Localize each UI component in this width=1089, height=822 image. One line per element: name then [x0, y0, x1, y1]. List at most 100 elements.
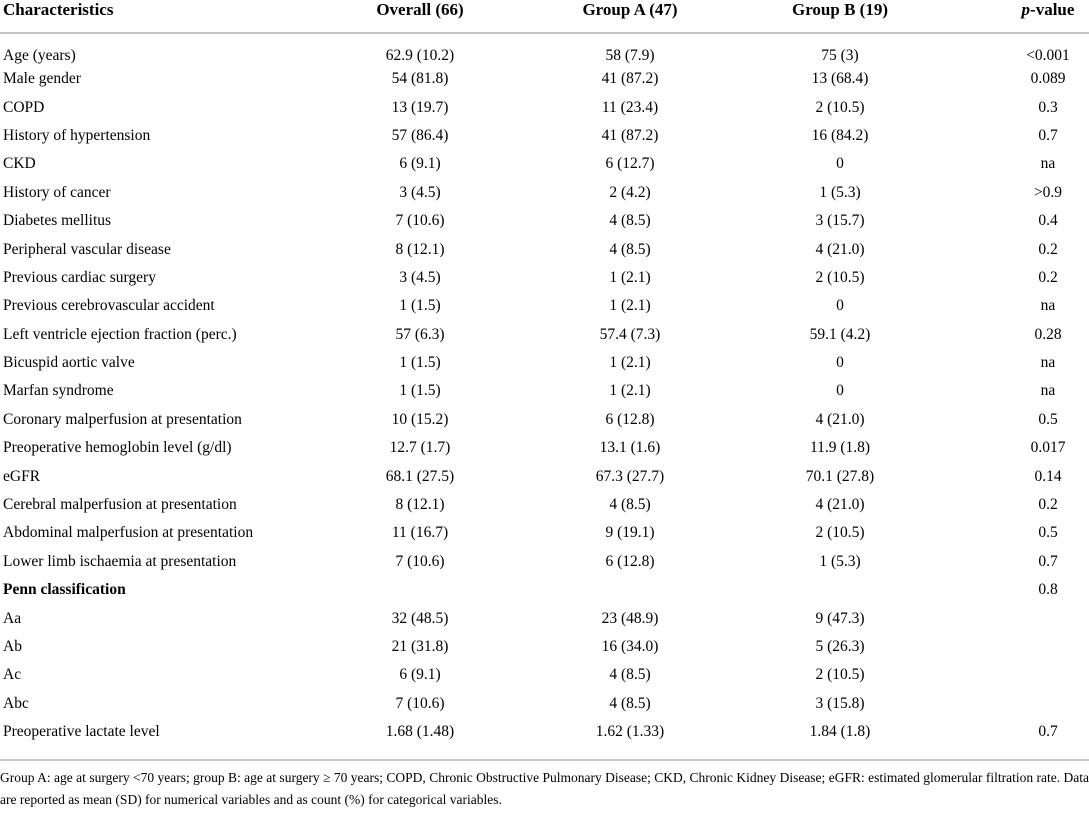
- overall-value-cell: 62.9 (10.2): [385, 47, 455, 64]
- group-a-value-cell: 16 (34.0): [601, 638, 659, 655]
- group-a-value-cell: 6 (12.7): [605, 155, 655, 173]
- overall-value-cell: 3 (4.5): [399, 268, 441, 286]
- table-row: Coronary malperfusion at presentation 10 …: [0, 406, 1089, 434]
- p-value-cell: 0.3: [1038, 98, 1058, 116]
- overall-value-cell: 13 (19.7): [391, 98, 449, 116]
- column-header-overall: Overall (66): [376, 0, 464, 19]
- group-a-value-cell: 41 (87.2): [601, 126, 659, 144]
- p-value-cell: [945, 633, 1089, 661]
- table-row: Ab 21 (31.8) 16 (34.0) 5 (26.3): [0, 633, 1089, 661]
- row-label-cell: Left ventricle ejection fraction (perc.): [3, 325, 237, 343]
- group-a-value-cell: 1 (2.1): [609, 297, 651, 315]
- group-a-value-cell: 1 (2.1): [609, 268, 651, 286]
- table-row: Ac 6 (9.1) 4 (8.5) 2 (10.5): [0, 661, 1089, 689]
- row-label-cell: History of hypertension: [3, 126, 151, 144]
- group-b-value-cell: 75 (3): [821, 47, 859, 64]
- overall-value-cell: 1 (1.5): [399, 297, 441, 315]
- group-b-value-cell: 1 (5.3): [819, 183, 861, 201]
- overall-value-cell: [315, 576, 525, 604]
- p-value-cell: na: [1040, 354, 1056, 372]
- row-label-cell: Abdominal malperfusion at presentation: [3, 524, 254, 542]
- column-header-characteristics: Characteristics: [3, 0, 114, 19]
- row-label-cell: Coronary malperfusion at presentation: [3, 410, 242, 428]
- table-row: Penn classification 0.8: [0, 576, 1089, 604]
- p-value-cell: 0.089: [1030, 70, 1066, 88]
- p-value-cell: 0.8: [1038, 581, 1058, 599]
- row-label-cell: Ac: [3, 666, 22, 684]
- group-a-value-cell: 67.3 (27.7): [595, 467, 665, 485]
- table-row: History of cancer 3 (4.5) 2 (4.2) 1 (5.3) >0…: [0, 179, 1089, 207]
- p-value-cell: na: [1040, 155, 1056, 173]
- row-label-cell: eGFR: [3, 467, 41, 485]
- row-label-cell: Diabetes mellitus: [3, 212, 112, 230]
- group-a-value-cell: 6 (12.8): [605, 410, 655, 428]
- row-label-cell: Bicuspid aortic valve: [3, 354, 135, 372]
- group-b-value-cell: 2 (10.5): [815, 666, 865, 684]
- group-a-value-cell: 11 (23.4): [601, 98, 659, 116]
- table-row: Peripheral vascular disease 8 (12.1) 4 (8.…: [0, 235, 1089, 263]
- overall-value-cell: 1 (1.5): [399, 382, 441, 400]
- row-label-cell: Abc: [3, 694, 29, 712]
- group-a-value-cell: 1.62 (1.33): [595, 723, 665, 741]
- p-value-cell: 0.5: [1038, 410, 1058, 428]
- table-row: CKD 6 (9.1) 6 (12.7) 0 na: [0, 150, 1089, 178]
- row-label-cell: Cerebral malperfusion at presentation: [3, 496, 237, 514]
- group-a-value-cell: 4 (8.5): [609, 212, 651, 230]
- row-label-cell: Peripheral vascular disease: [3, 240, 171, 258]
- p-value-cell: [945, 661, 1089, 689]
- p-value-cell: 0.7: [1038, 126, 1058, 144]
- row-label-cell: Previous cerebrovascular accident: [3, 297, 215, 315]
- group-b-value-cell: 70.1 (27.8): [805, 467, 875, 485]
- row-label-cell: Penn classification: [3, 581, 126, 599]
- row-label-cell: Lower limb ischaemia at presentation: [3, 552, 237, 570]
- group-b-value-cell: 1.84 (1.8): [809, 723, 871, 741]
- overall-value-cell: 1 (1.5): [399, 354, 441, 372]
- row-label-cell: COPD: [3, 98, 45, 116]
- overall-value-cell: 68.1 (27.5): [385, 467, 455, 485]
- group-a-value-cell: 4 (8.5): [609, 240, 651, 258]
- group-b-value-cell: 5 (26.3): [815, 638, 865, 655]
- overall-value-cell: 12.7 (1.7): [389, 439, 451, 457]
- column-header-group-a: Group A (47): [582, 0, 678, 19]
- row-label-cell: Previous cardiac surgery: [3, 268, 156, 286]
- group-a-value-cell: 6 (12.8): [605, 552, 655, 570]
- group-b-value-cell: 2 (10.5): [815, 268, 865, 286]
- row-label-cell: Male gender: [3, 70, 81, 88]
- overall-value-cell: 6 (9.1): [399, 666, 441, 684]
- p-value-cell: 0.4: [1038, 212, 1058, 230]
- table-row: Left ventricle ejection fraction (perc.)…: [0, 321, 1089, 349]
- overall-value-cell: 21 (31.8): [391, 638, 449, 655]
- table-footnote: Group A: age at surgery <70 years; group…: [0, 770, 1089, 808]
- group-a-value-cell: 4 (8.5): [609, 496, 651, 514]
- group-b-value-cell: [735, 576, 945, 604]
- group-b-value-cell: 9 (47.3): [815, 609, 865, 627]
- p-value-cell: 0.7: [1038, 552, 1058, 570]
- p-value-cell: 0.2: [1038, 240, 1058, 258]
- group-a-value-cell: 4 (8.5): [609, 666, 651, 684]
- p-value-cell: 0.5: [1038, 524, 1058, 542]
- table-row: Preoperative lactate level 1.68 (1.48) 1.6…: [0, 718, 1089, 746]
- group-b-value-cell: 0: [836, 155, 844, 173]
- group-b-value-cell: 0: [836, 297, 844, 315]
- group-b-value-cell: 13 (68.4): [811, 70, 869, 88]
- group-a-value-cell: 2 (4.2): [609, 183, 651, 201]
- group-a-value-cell: 13.1 (1.6): [599, 439, 661, 457]
- table-row: Previous cardiac surgery 3 (4.5) 1 (2.1) 2 …: [0, 264, 1089, 292]
- group-b-value-cell: 4 (21.0): [815, 240, 865, 258]
- table-body: Age (years) 62.9 (10.2) 58 (7.9) 75 (3) <0.0…: [0, 33, 1089, 746]
- p-value-cell: [945, 690, 1089, 718]
- overall-value-cell: 7 (10.6): [395, 552, 445, 570]
- group-b-value-cell: 0: [836, 354, 844, 372]
- overall-value-cell: 7 (10.6): [395, 212, 445, 230]
- group-a-value-cell: 23 (48.9): [601, 609, 659, 627]
- row-label-cell: CKD: [3, 155, 36, 173]
- row-label-cell: Preoperative lactate level: [3, 723, 160, 741]
- table-row: Bicuspid aortic valve 1 (1.5) 1 (2.1) 0 na: [0, 349, 1089, 377]
- group-b-value-cell: 3 (15.7): [815, 212, 865, 230]
- table-row: Cerebral malperfusion at presentation 8 (…: [0, 491, 1089, 519]
- group-b-value-cell: 59.1 (4.2): [809, 325, 871, 343]
- p-value-cell: na: [1040, 382, 1056, 400]
- group-a-value-cell: 1 (2.1): [609, 382, 651, 400]
- group-a-value-cell: 9 (19.1): [605, 524, 655, 542]
- group-b-value-cell: 2 (10.5): [815, 98, 865, 116]
